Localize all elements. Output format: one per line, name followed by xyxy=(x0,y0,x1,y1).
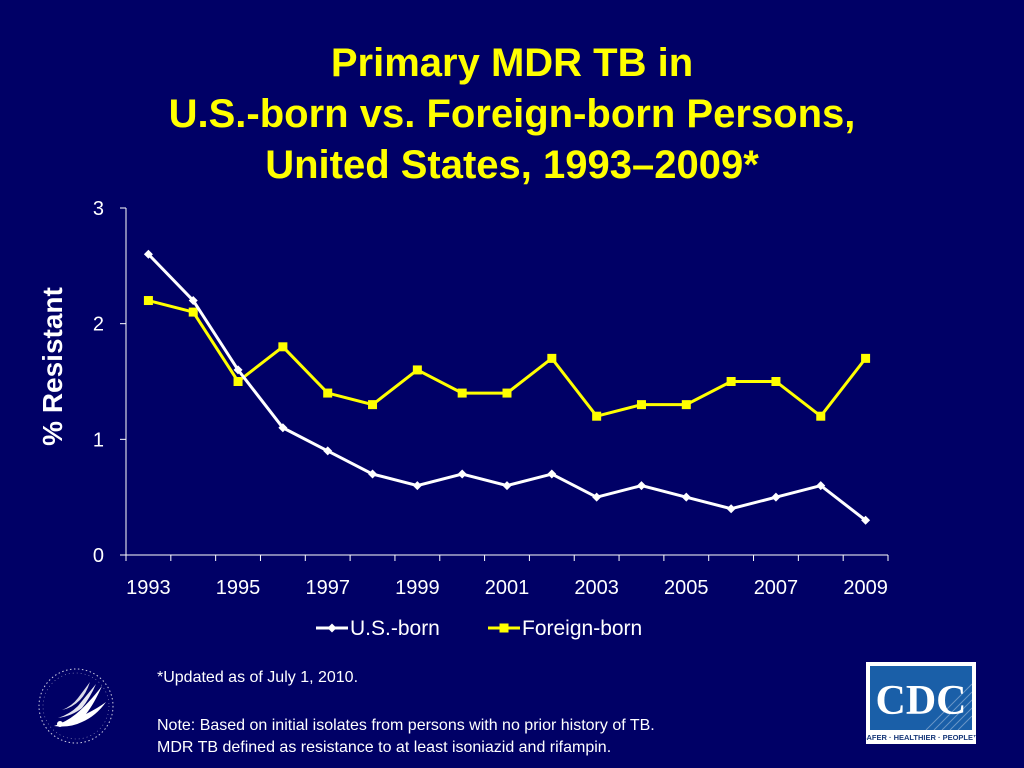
x-tick-label: 2003 xyxy=(574,577,619,599)
data-point xyxy=(726,377,736,386)
data-point xyxy=(188,296,198,306)
y-tick-label: 2 xyxy=(93,314,104,336)
data-point xyxy=(681,400,691,410)
data-point xyxy=(143,296,153,306)
data-point xyxy=(861,353,871,363)
x-tick-label: 2001 xyxy=(485,577,530,599)
footnote-updated: *Updated as of July 1, 2010. xyxy=(157,669,359,686)
data-point xyxy=(816,411,826,421)
title-line-2: U.S.-born vs. Foreign-born Persons, xyxy=(168,92,856,136)
data-point xyxy=(816,481,826,491)
data-point xyxy=(502,481,512,491)
x-tick-label: 1997 xyxy=(305,577,350,599)
data-point xyxy=(457,388,467,398)
data-point xyxy=(771,492,781,502)
x-tick-label: 1999 xyxy=(395,577,440,599)
series-line xyxy=(147,253,867,522)
cdc-logo-tagline: SAFER · HEALTHIER · PEOPLE™ xyxy=(866,733,976,742)
legend-label: U.S.-born xyxy=(350,617,440,640)
data-point xyxy=(636,481,646,491)
footnote-note-1: Note: Based on initial isolates from per… xyxy=(157,717,655,734)
series-line xyxy=(148,299,867,419)
x-tick-label: 2007 xyxy=(754,577,799,599)
y-tick-label: 3 xyxy=(93,198,104,220)
data-point xyxy=(681,492,691,502)
data-point xyxy=(771,377,781,386)
y-tick-label: 0 xyxy=(93,545,104,567)
cdc-logo-icon: CDC SAFER · HEALTHIER · PEOPLE™ xyxy=(866,662,976,744)
data-point xyxy=(368,469,378,479)
data-point xyxy=(233,365,243,375)
line-chart: 0 1 2 3 1993 1995 1997 1999 2001 2003 2005 2007 2009… xyxy=(37,198,889,640)
data-point xyxy=(636,400,646,410)
data-point xyxy=(412,481,422,491)
legend-label: Foreign-born xyxy=(522,617,642,640)
title-line-3: United States, 1993–2009* xyxy=(265,143,759,187)
data-point xyxy=(412,365,422,375)
data-point xyxy=(502,388,512,398)
data-point xyxy=(499,623,509,633)
data-point xyxy=(726,504,736,514)
y-axis-label: % Resistant xyxy=(37,287,68,446)
data-point xyxy=(323,388,333,398)
data-point xyxy=(368,400,378,410)
x-tick-label: 1995 xyxy=(216,577,261,599)
data-point xyxy=(592,411,602,421)
data-point xyxy=(323,446,333,456)
data-point xyxy=(278,342,288,352)
data-point xyxy=(592,492,602,502)
data-point xyxy=(233,377,243,386)
y-tick-label: 1 xyxy=(93,429,104,451)
title-line-1: Primary MDR TB in xyxy=(330,41,694,85)
x-tick-label: 1993 xyxy=(126,577,171,599)
data-point xyxy=(861,515,871,525)
data-point xyxy=(188,307,198,317)
x-tick-label: 2009 xyxy=(843,577,888,599)
footnote-note-2: MDR TB defined as resistance to at least… xyxy=(157,739,612,756)
data-point xyxy=(547,353,557,363)
cdc-logo-text: CDC xyxy=(876,678,967,724)
x-tick-label: 2005 xyxy=(664,577,709,599)
data-point xyxy=(457,469,467,479)
chart-title: Primary MDR TB in U.S.-born vs. Foreign-… xyxy=(0,38,1024,191)
data-point xyxy=(547,469,557,479)
hhs-eagle-seal-icon xyxy=(38,668,114,744)
data-point xyxy=(278,423,288,433)
data-point xyxy=(143,249,153,259)
data-point xyxy=(327,623,337,633)
